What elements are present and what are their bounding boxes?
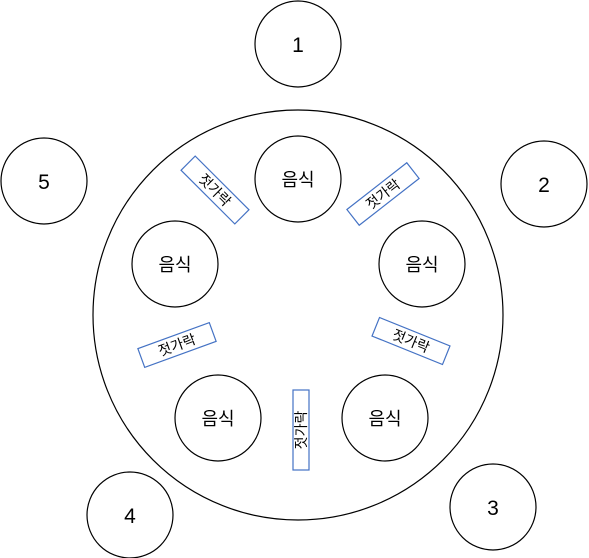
seat-label: 1 bbox=[292, 34, 304, 57]
seat-4: 4 bbox=[86, 471, 174, 558]
food-plate: 음식 bbox=[378, 220, 466, 308]
food-label: 음식 bbox=[405, 255, 438, 276]
seat-label: 3 bbox=[487, 497, 499, 520]
seat-label: 2 bbox=[538, 174, 550, 197]
table-circle bbox=[92, 109, 504, 521]
food-label: 음식 bbox=[368, 409, 401, 430]
seat-label: 4 bbox=[124, 505, 136, 528]
chopstick: 젓가락 bbox=[137, 321, 217, 369]
food-label: 음식 bbox=[281, 170, 314, 191]
seat-5: 5 bbox=[0, 137, 88, 225]
food-plate: 음식 bbox=[341, 374, 429, 462]
chopstick: 젓가락 bbox=[292, 389, 310, 471]
chopstick: 젓가락 bbox=[180, 155, 250, 225]
food-label: 음식 bbox=[201, 409, 234, 430]
seat-1: 1 bbox=[254, 0, 342, 88]
seat-label: 5 bbox=[38, 171, 50, 194]
food-plate: 음식 bbox=[131, 220, 219, 308]
chopstick-label: 젓가락 bbox=[294, 411, 310, 450]
food-label: 음식 bbox=[158, 255, 191, 276]
chopstick: 젓가락 bbox=[346, 161, 420, 227]
chopstick: 젓가락 bbox=[371, 316, 451, 366]
seat-2: 2 bbox=[500, 140, 588, 228]
food-plate: 음식 bbox=[174, 374, 262, 462]
seat-3: 3 bbox=[449, 463, 537, 551]
food-plate: 음식 bbox=[254, 135, 342, 223]
